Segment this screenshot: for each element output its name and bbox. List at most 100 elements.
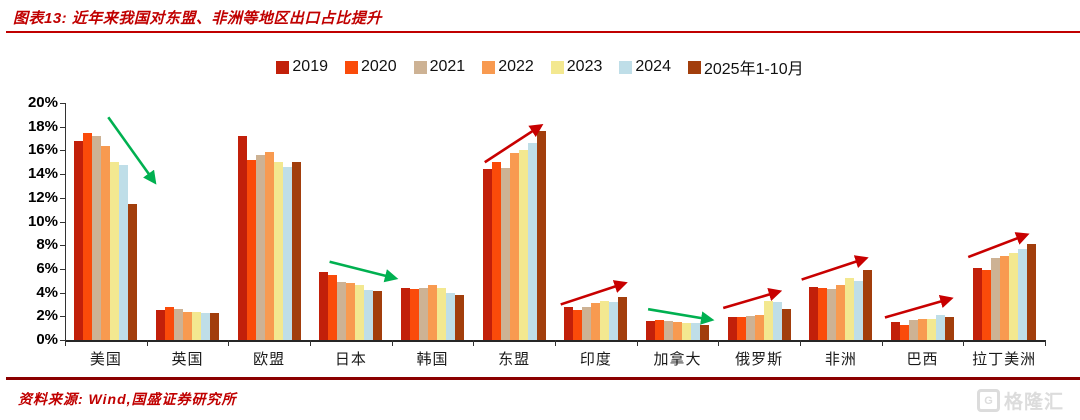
x-axis-tick xyxy=(800,340,801,346)
bar-group-英国 xyxy=(147,103,229,340)
bar-2019-欧盟 xyxy=(237,136,247,340)
bar-2025年1-10月-欧盟 xyxy=(291,162,301,340)
legend-item-2019: 2019 xyxy=(276,58,328,76)
bar-2020-印度 xyxy=(573,310,583,340)
bar-2025年1-10月-非洲 xyxy=(863,270,873,340)
bar-group-印度 xyxy=(555,103,637,340)
y-axis-tick xyxy=(60,245,65,247)
legend-item-2021: 2021 xyxy=(413,58,466,76)
bar-2024-美国 xyxy=(119,165,129,340)
legend-swatch-icon xyxy=(482,60,496,74)
x-axis-label-印度: 印度 xyxy=(579,352,612,368)
y-axis-tick xyxy=(60,174,65,176)
figure-title: 图表13: 近年来我国对东盟、非洲等地区出口占比提升 xyxy=(13,10,382,27)
bar-2020-东盟 xyxy=(491,162,501,340)
bar-2019-俄罗斯 xyxy=(727,317,737,340)
x-axis-tick xyxy=(310,340,311,346)
bar-2021-日本 xyxy=(337,282,347,340)
bar-2020-欧盟 xyxy=(246,160,256,340)
source-note: 资料来源: Wind,国盛证券研究所 xyxy=(18,391,237,407)
bar-2023-印度 xyxy=(600,301,610,340)
bar-2022-非洲 xyxy=(836,285,846,340)
y-axis-label: 4% xyxy=(36,283,58,301)
bar-2022-巴西 xyxy=(917,319,927,340)
bar-2025年1-10月-英国 xyxy=(209,313,219,340)
y-axis-label: 20% xyxy=(27,94,58,111)
bar-2025年1-10月-俄罗斯 xyxy=(781,309,791,340)
legend-label: 2021 xyxy=(429,58,466,75)
y-axis-label: 14% xyxy=(27,165,58,183)
bar-2019-东盟 xyxy=(482,169,492,340)
bar-2021-英国 xyxy=(173,309,183,340)
y-axis-tick xyxy=(60,221,65,223)
bar-2022-美国 xyxy=(101,146,111,340)
x-axis-label-俄罗斯: 俄罗斯 xyxy=(735,352,784,368)
legend-swatch-icon xyxy=(687,60,701,74)
bar-group-美国 xyxy=(65,103,147,340)
bar-2021-韩国 xyxy=(418,288,428,340)
bar-2020-日本 xyxy=(328,275,338,340)
bar-2020-俄罗斯 xyxy=(736,317,746,340)
bar-2021-印度 xyxy=(582,307,592,340)
bar-2023-欧盟 xyxy=(273,162,283,340)
x-axis-label-日本: 日本 xyxy=(334,352,367,368)
bar-group-日本 xyxy=(310,103,392,340)
x-axis-tick xyxy=(1045,340,1046,346)
y-axis-label: 10% xyxy=(27,212,58,230)
bar-2023-韩国 xyxy=(436,288,446,340)
title-divider xyxy=(6,31,1080,33)
bar-2023-日本 xyxy=(355,285,365,340)
bar-2021-巴西 xyxy=(908,320,918,340)
x-axis-tick xyxy=(718,340,720,346)
x-axis-tick xyxy=(636,340,638,346)
y-axis-tick xyxy=(60,268,65,270)
bar-2025年1-10月-印度 xyxy=(618,297,628,340)
bar-2022-英国 xyxy=(182,312,192,340)
bar-2019-加拿大 xyxy=(645,321,655,340)
x-axis-tick xyxy=(146,340,148,346)
bar-2023-加拿大 xyxy=(681,323,691,340)
bar-2019-印度 xyxy=(564,307,574,340)
bar-2024-欧盟 xyxy=(282,167,292,340)
legend-label: 2024 xyxy=(635,58,671,75)
bar-2025年1-10月-韩国 xyxy=(454,295,464,340)
bar-2019-非洲 xyxy=(809,287,819,340)
y-axis-tick xyxy=(60,150,65,152)
bar-2024-加拿大 xyxy=(690,323,700,340)
bar-2019-英国 xyxy=(155,310,165,340)
bar-2023-东盟 xyxy=(518,150,528,340)
bar-2022-印度 xyxy=(591,303,601,340)
bar-2025年1-10月-日本 xyxy=(373,291,383,340)
bar-2020-加拿大 xyxy=(654,320,664,340)
bar-2024-拉丁美洲 xyxy=(1017,249,1027,340)
bar-group-加拿大 xyxy=(637,103,719,340)
legend-item-2025年1-10月: 2025年1-10月 xyxy=(687,55,804,79)
bar-2023-英国 xyxy=(191,312,201,340)
bar-2023-俄罗斯 xyxy=(763,301,773,340)
bar-2024-东盟 xyxy=(527,143,537,340)
x-axis-tick xyxy=(473,340,475,346)
footer-divider xyxy=(6,377,1080,380)
bar-2022-东盟 xyxy=(509,153,519,340)
bar-2025年1-10月-加拿大 xyxy=(699,325,709,340)
x-axis-label-巴西: 巴西 xyxy=(906,352,939,368)
bar-2020-非洲 xyxy=(818,288,828,340)
bar-2020-美国 xyxy=(83,133,93,340)
legend-swatch-icon xyxy=(276,60,290,74)
gelonghui-logo-text: 格隆汇 xyxy=(1003,392,1064,413)
bar-group-韩国 xyxy=(392,103,474,340)
bar-2020-英国 xyxy=(164,307,174,340)
x-axis-tick xyxy=(65,340,66,346)
bar-2025年1-10月-东盟 xyxy=(536,131,546,340)
bar-2020-拉丁美洲 xyxy=(981,270,991,340)
bar-2023-巴西 xyxy=(926,319,936,340)
bar-2024-韩国 xyxy=(445,293,455,340)
legend-label: 2023 xyxy=(566,58,603,75)
bar-group-东盟 xyxy=(473,103,555,340)
legend-item-2022: 2022 xyxy=(482,58,534,76)
y-axis-label: 6% xyxy=(36,259,58,277)
bar-group-拉丁美洲 xyxy=(963,103,1045,340)
gelonghui-logo-icon: G xyxy=(976,389,1000,412)
bar-2019-巴西 xyxy=(890,322,900,340)
legend-label: 2022 xyxy=(498,58,534,75)
